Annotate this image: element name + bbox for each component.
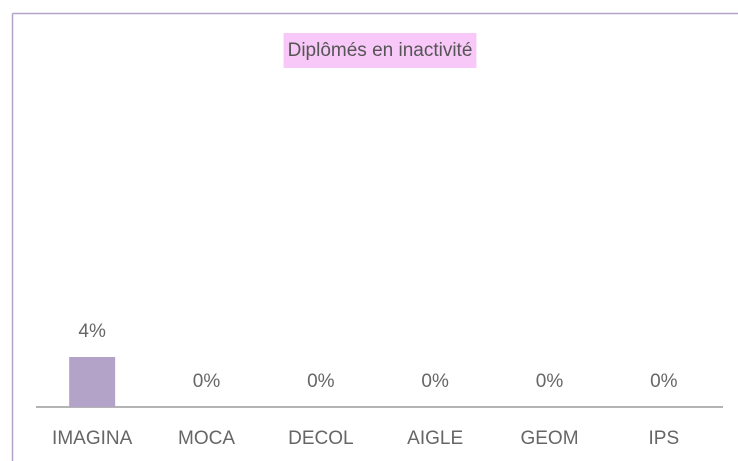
title-background <box>283 33 477 68</box>
x-tick-label: AIGLE <box>407 428 463 449</box>
x-tick-label: IPS <box>649 428 680 449</box>
value-label: 0% <box>193 371 221 392</box>
chart-title: Diplômés en inactivité <box>288 40 473 61</box>
bar <box>69 357 116 407</box>
value-label: 0% <box>421 371 449 392</box>
x-tick-label: DECOL <box>288 428 353 449</box>
x-tick-label: GEOM <box>520 428 578 449</box>
value-label: 0% <box>650 371 678 392</box>
x-tick-label: IMAGINA <box>52 428 133 449</box>
x-tick-label: MOCA <box>178 428 235 449</box>
value-label: 4% <box>78 321 106 342</box>
value-label: 0% <box>307 371 335 392</box>
value-label: 0% <box>536 371 564 392</box>
